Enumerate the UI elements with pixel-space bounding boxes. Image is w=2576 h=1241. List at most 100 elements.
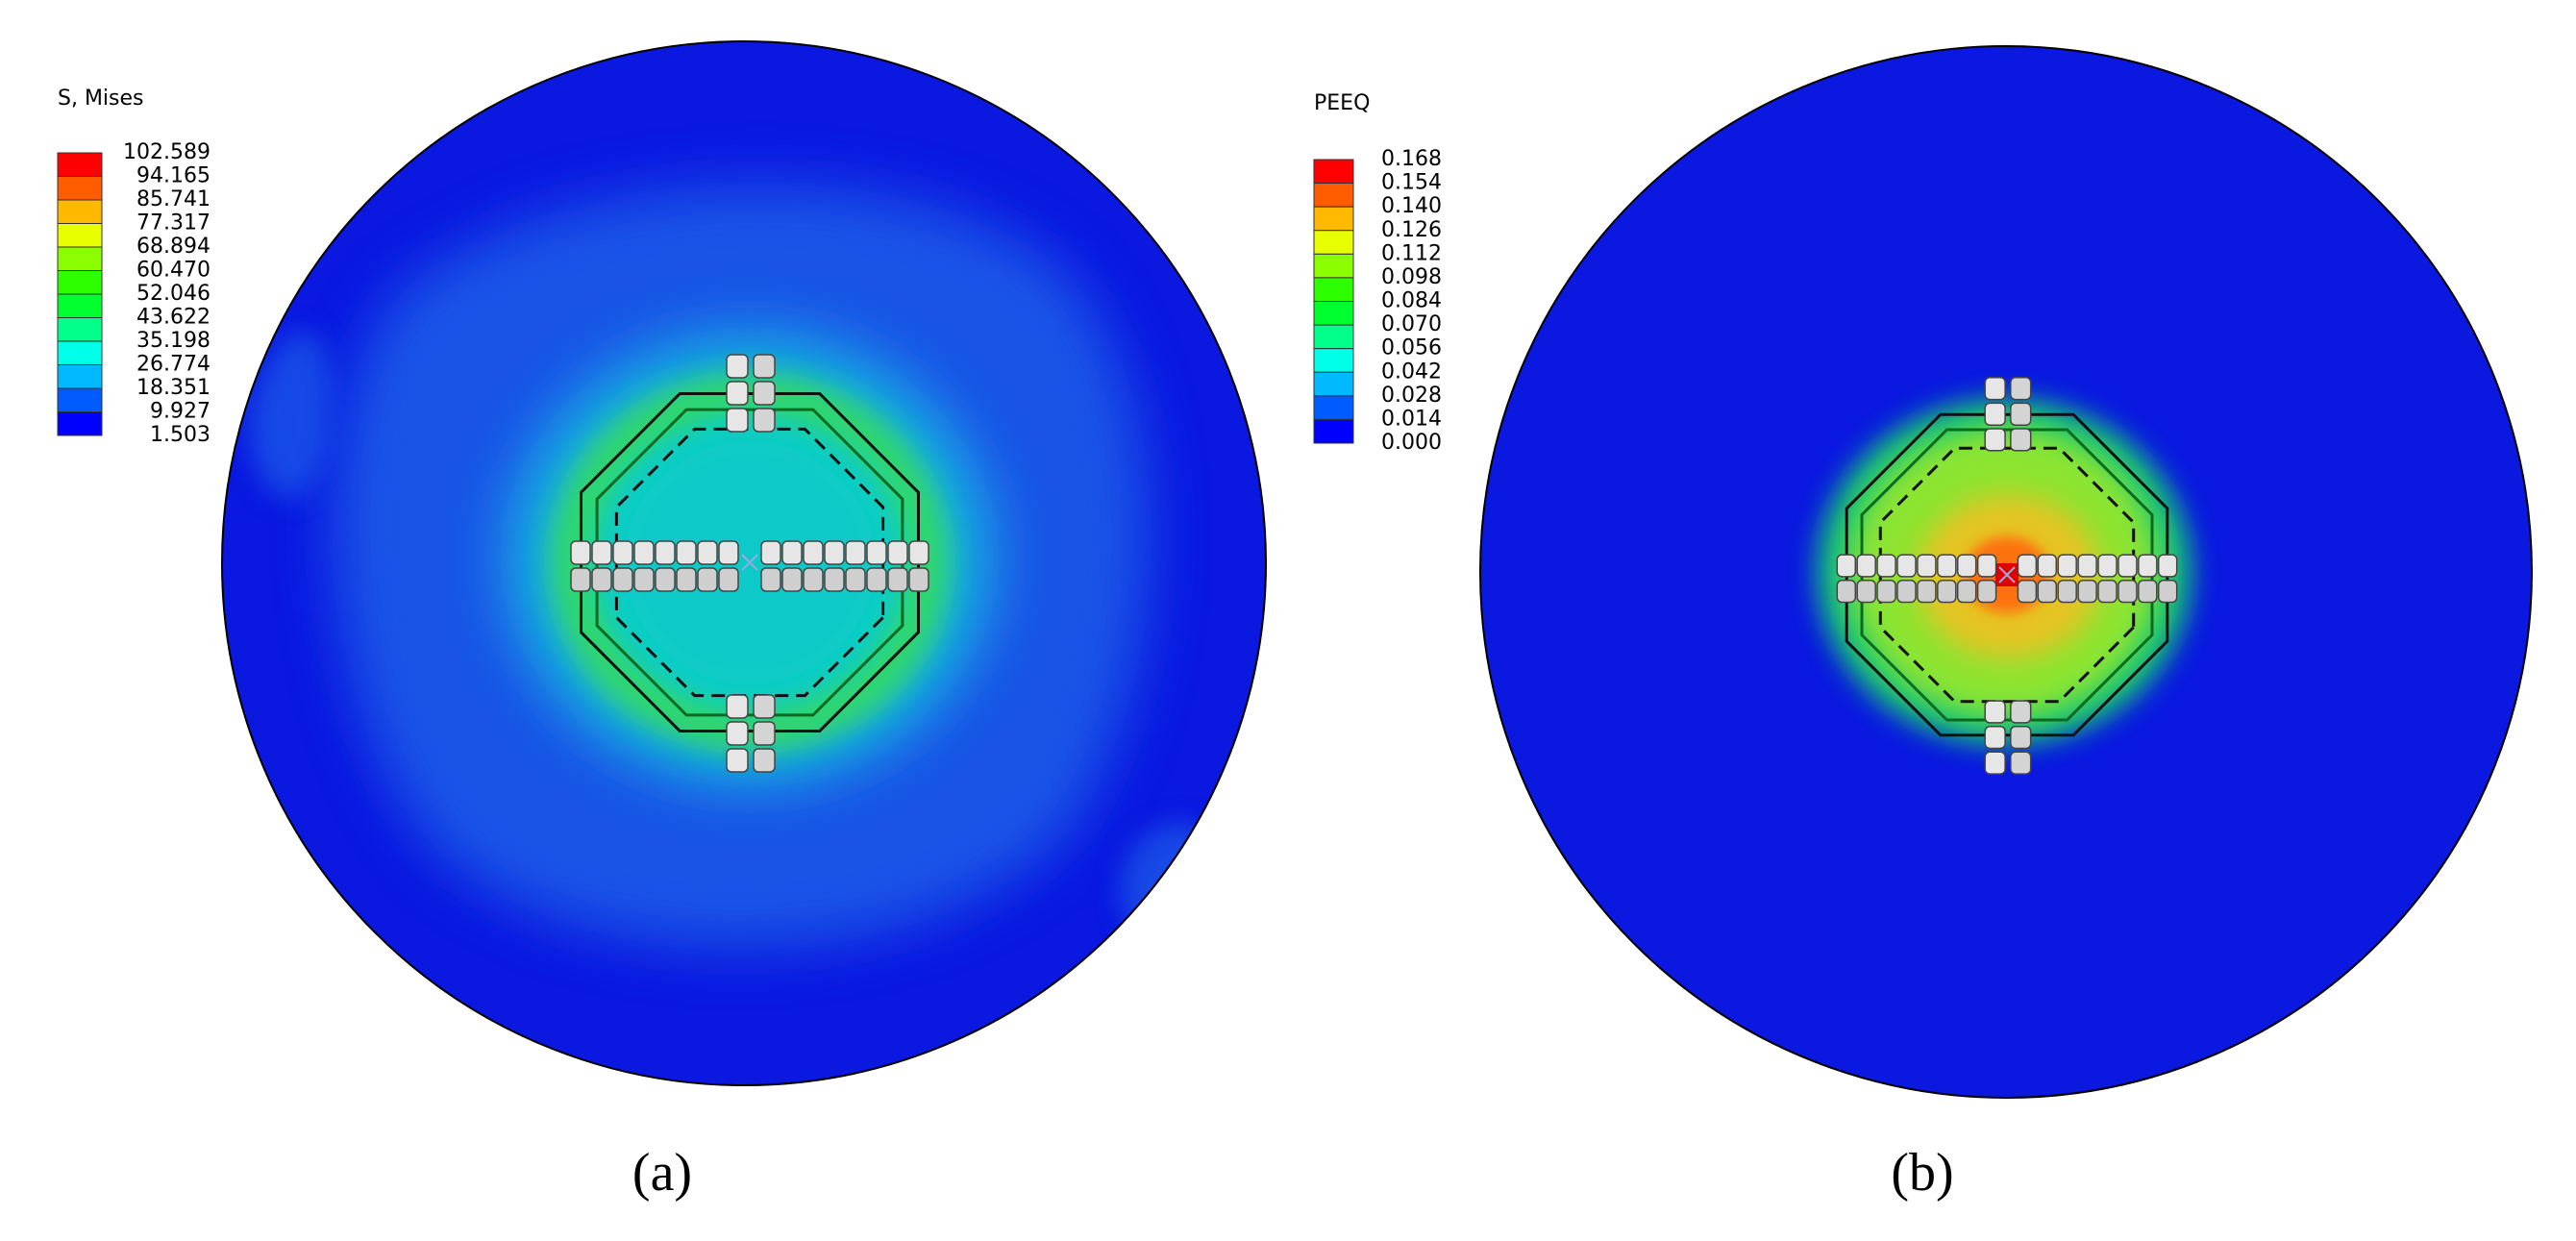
legend-title: S, Mises [58,87,144,111]
bracket [2077,554,2097,578]
legend-swatch [1313,206,1354,232]
bracket [2017,579,2038,604]
bracket [2057,579,2077,604]
legend-swatch [1313,348,1354,373]
bracket [1896,554,1917,578]
bracket [1896,579,1917,604]
bracket [2037,579,2058,604]
bracket [1856,579,1876,604]
center-mark [741,554,758,571]
bracket [1937,579,1957,604]
legend-swatch [57,270,103,295]
bracket [612,540,633,565]
legend-swatch [1313,324,1354,350]
legend-swatch [57,176,103,201]
legend-label: 0.084 [1381,289,1442,313]
bracket [1956,554,1977,578]
bracket [1876,579,1896,604]
legend-swatch [57,246,103,271]
bracket [726,408,749,433]
legend-swatch [57,317,103,342]
bracket [2010,751,2032,775]
legend-swatch [57,199,103,224]
bracket [655,540,676,565]
bracket [753,381,776,406]
model-outline [1479,45,2533,1099]
legend-label: 0.000 [1381,431,1442,455]
legend-label: 52.046 [136,282,211,306]
bracket [591,567,612,592]
legend-swatch [1313,183,1354,208]
legend-label: 9.927 [150,400,211,424]
bracket [845,567,866,592]
bracket [908,567,929,592]
bracket [1836,554,1857,578]
legend-label: 0.140 [1381,194,1442,218]
bracket [2010,725,2032,750]
bracket [726,381,749,406]
bracket [753,354,776,379]
legend-label: 1.503 [150,423,211,447]
legend: S, Mises 102.58994.16585.74177.31768.8946… [57,87,211,447]
bracket [655,567,676,592]
legend-label: 77.317 [136,211,211,236]
bracket [2097,554,2118,578]
bracket [1917,579,1937,604]
bracket [1917,554,1937,578]
field-region [249,331,331,498]
bracket [2138,554,2158,578]
bracket [718,540,739,565]
bracket [866,540,887,565]
bracket [2037,554,2058,578]
legend-label: 68.894 [136,235,211,259]
contour-field-b [1480,46,2532,1098]
legend-swatch [57,340,103,365]
bracket [2010,402,2032,426]
bracket [676,567,697,592]
legend-swatch [1313,418,1354,444]
bracket [2077,579,2097,604]
bracket [760,540,781,565]
legend-swatch [57,364,103,389]
bracket [2057,554,2077,578]
panel-label: (b) [1891,1143,1953,1203]
legend-swatch [57,293,103,318]
bracket [781,567,803,592]
bracket [824,540,845,565]
legend-swatch [1313,277,1354,302]
bracket [753,408,776,433]
bracket [1984,377,2006,401]
bracket [753,694,776,719]
legend-label: 0.112 [1381,241,1442,265]
legend-swatch [1313,159,1354,185]
structures [570,354,2178,775]
bracket [1984,725,2006,750]
legend-label: 35.198 [136,329,211,353]
legend-label: 0.126 [1381,218,1442,242]
legend-label: 26.774 [136,353,211,377]
legend-swatch [1313,230,1354,255]
legend-label: 18.351 [136,376,211,400]
legend-label: 94.165 [136,164,211,188]
legend-swatch [1313,395,1354,420]
legend-swatch [1313,301,1354,326]
bracket [612,567,633,592]
bracket [845,540,866,565]
bracket [866,567,887,592]
bracket [781,540,803,565]
bracket [570,567,591,592]
legend-title: PEEQ [1314,91,1370,115]
model-outline [221,40,1267,1086]
bracket [697,540,718,565]
legend-label: 102.589 [123,140,211,164]
bracket [803,540,824,565]
legend-swatch [1313,371,1354,397]
bracket [1976,579,1997,604]
bracket [718,567,739,592]
legend-label: 0.070 [1381,312,1442,336]
bracket [803,567,824,592]
bracket [887,540,908,565]
legend-swatch [57,387,103,412]
legend-label: 0.028 [1381,384,1442,408]
bracket [633,567,655,592]
